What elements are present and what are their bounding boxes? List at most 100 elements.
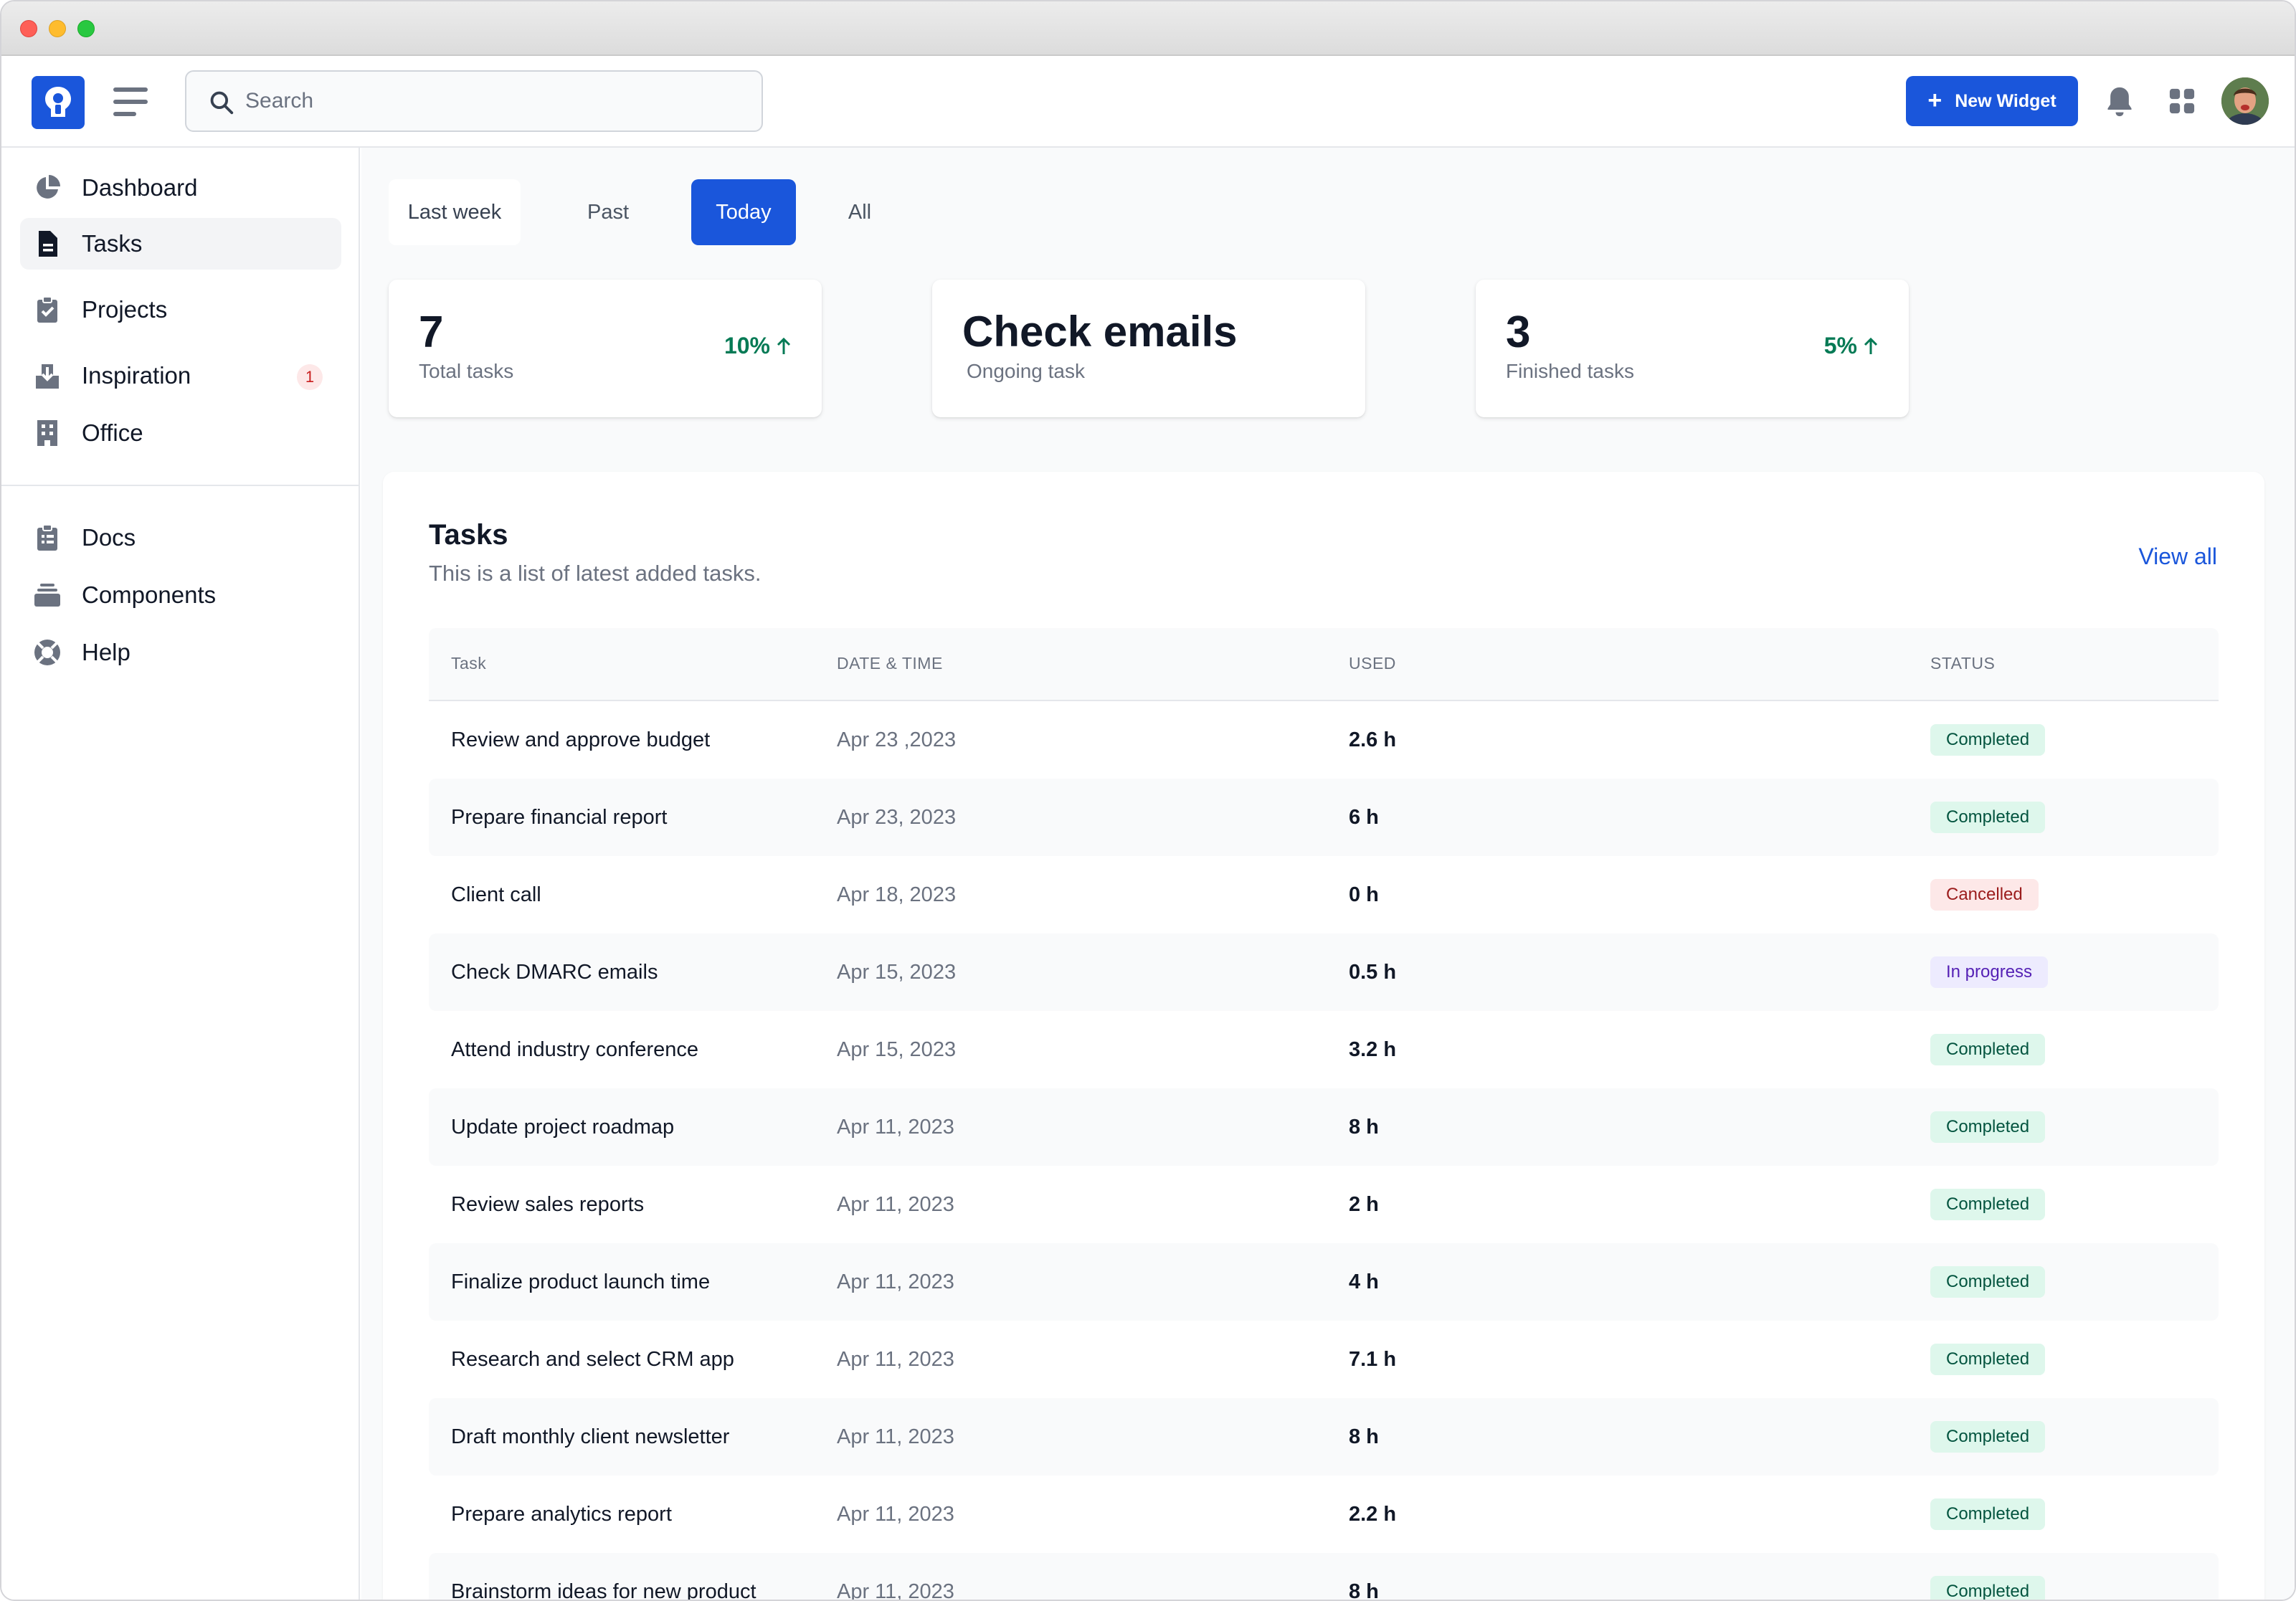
status-badge: Completed [1930, 1189, 2046, 1220]
collection-icon [34, 584, 60, 607]
status-badge: Completed [1930, 1344, 2046, 1375]
sidebar-item-label: Docs [82, 524, 136, 551]
tab-all[interactable]: All [817, 179, 902, 245]
table-row[interactable]: Client call Apr 18, 2023 0 h Cancelled [429, 856, 2219, 933]
table-row[interactable]: Update project roadmap Apr 11, 2023 8 h Com… [429, 1088, 2219, 1166]
new-widget-button[interactable]: + New Widget [1906, 76, 2078, 126]
tasks-panel: Tasks This is a list of latest added tas… [383, 472, 2264, 1601]
minimize-window-button[interactable] [49, 20, 66, 37]
panel-title: Tasks [429, 519, 508, 551]
app-logo[interactable] [32, 76, 85, 129]
task-used: 2 h [1349, 1193, 1379, 1216]
task-date: Apr 11, 2023 [837, 1270, 954, 1293]
panel-subtitle: This is a list of latest added tasks. [429, 561, 762, 586]
table-row[interactable]: Finalize product launch time Apr 11, 2023… [429, 1243, 2219, 1321]
sidebar-item-inspiration[interactable]: Inspiration 1 [20, 350, 341, 402]
view-all-link[interactable]: View all [2138, 543, 2217, 569]
maximize-window-button[interactable] [77, 20, 95, 37]
table-row[interactable]: Research and select CRM app Apr 11, 2023 7… [429, 1321, 2219, 1398]
status-badge: Completed [1930, 1266, 2046, 1298]
tab-today[interactable]: Today [691, 179, 796, 245]
task-used: 8 h [1349, 1116, 1379, 1139]
sidebar-item-office[interactable]: Office [20, 407, 341, 459]
task-name: Prepare analytics report [451, 1503, 672, 1526]
stat-label: Ongoing task [967, 360, 1085, 382]
task-name: Client call [451, 883, 541, 906]
pie-chart-icon [37, 175, 60, 199]
notification-badge: 1 [297, 364, 323, 390]
task-date: Apr 15, 2023 [837, 961, 957, 984]
avatar-image [2221, 77, 2269, 125]
sidebar-item-label: Tasks [82, 230, 143, 257]
sidebar-item-components[interactable]: Components [20, 569, 341, 621]
status-badge: Completed [1930, 724, 2046, 756]
search-input[interactable] [245, 72, 747, 130]
column-header-date: DATE & TIME [837, 654, 943, 673]
task-name: Review and approve budget [451, 728, 711, 751]
table-row[interactable]: Prepare financial report Apr 23, 2023 6 h C… [429, 779, 2219, 856]
task-date: Apr 11, 2023 [837, 1503, 954, 1526]
status-badge: Completed [1930, 802, 2046, 833]
sidebar-divider [1, 485, 360, 486]
sidebar-item-label: Projects [82, 296, 168, 323]
column-header-used: USED [1349, 654, 1396, 673]
bell-icon[interactable] [2104, 85, 2135, 119]
tab-label: Past [587, 200, 630, 224]
arrow-up-icon [1864, 337, 1878, 354]
status-badge: In progress [1930, 956, 2049, 988]
sidebar-item-label: Help [82, 639, 131, 665]
task-used: 3.2 h [1349, 1038, 1397, 1061]
sidebar-item-label: Office [82, 419, 143, 446]
table-row[interactable]: Review sales reports Apr 11, 2023 2 h Compl… [429, 1166, 2219, 1243]
sidebar-item-dashboard[interactable]: Dashboard [20, 162, 341, 214]
tab-label: All [848, 200, 872, 224]
tab-past[interactable]: Past [548, 179, 668, 245]
sidebar-item-help[interactable]: Help [20, 627, 341, 678]
sidebar-item-label: Components [82, 581, 217, 608]
sidebar-item-projects[interactable]: Projects [20, 284, 341, 336]
task-used: 2.2 h [1349, 1503, 1397, 1526]
table-row[interactable]: Attend industry conference Apr 15, 2023 3.… [429, 1011, 2219, 1088]
table-row[interactable]: Review and approve budget Apr 23 ,2023 2.6… [429, 701, 2219, 779]
stat-value: Check emails [962, 308, 1238, 356]
task-name: Research and select CRM app [451, 1348, 734, 1371]
task-name: Check DMARC emails [451, 961, 658, 984]
tab-last-week[interactable]: Last week [389, 179, 521, 245]
tab-label: Today [716, 200, 772, 224]
table-row[interactable]: Check DMARC emails Apr 15, 2023 0.5 h In pr… [429, 933, 2219, 1011]
sidebar: Dashboard Tasks Projects Inspiration [1, 148, 360, 1600]
stat-value: 7 [419, 308, 444, 357]
column-header-status: STATUS [1930, 654, 1996, 673]
table-header: Task DATE & TIME USED STATUS [429, 628, 2219, 701]
search-box[interactable] [185, 70, 763, 132]
task-date: Apr 11, 2023 [837, 1580, 954, 1601]
hamburger-menu-icon[interactable] [113, 86, 148, 118]
clipboard-check-icon [37, 296, 57, 323]
table-row[interactable]: Brainstorm ideas for new product Apr 11, … [429, 1553, 2219, 1601]
stat-change-value: 10% [724, 333, 770, 358]
status-badge: Completed [1930, 1111, 2046, 1143]
window-titlebar [1, 1, 2295, 56]
sidebar-item-docs[interactable]: Docs [20, 512, 341, 564]
stat-change-value: 5% [1823, 333, 1857, 358]
clipboard-list-icon [37, 524, 57, 551]
table-row[interactable]: Prepare analytics report Apr 11, 2023 2.2 … [429, 1476, 2219, 1553]
column-header-task: Task [451, 654, 487, 673]
table-row[interactable]: Draft monthly client newsletter Apr 11, 2… [429, 1398, 2219, 1476]
sidebar-item-tasks[interactable]: Tasks [20, 218, 341, 270]
task-name: Finalize product launch time [451, 1270, 711, 1293]
sidebar-item-label: Dashboard [82, 174, 198, 201]
stat-card-ongoing-task: Check emails Ongoing task [932, 280, 1365, 417]
task-used: 8 h [1349, 1425, 1379, 1448]
new-widget-label: New Widget [1955, 90, 2057, 111]
tasks-table: Task DATE & TIME USED STATUS Review and … [429, 628, 2219, 1601]
main-content: Last week Past Today All 7 Total tasks 1… [361, 148, 2295, 1601]
task-used: 7.1 h [1349, 1348, 1397, 1371]
user-avatar[interactable] [2221, 77, 2269, 125]
apps-grid-icon[interactable] [2168, 87, 2196, 115]
status-badge: Cancelled [1930, 879, 2039, 911]
status-badge: Completed [1930, 1498, 2046, 1530]
stat-change: 5% [1824, 333, 1879, 359]
close-window-button[interactable] [20, 20, 37, 37]
task-date: Apr 23, 2023 [837, 806, 957, 829]
